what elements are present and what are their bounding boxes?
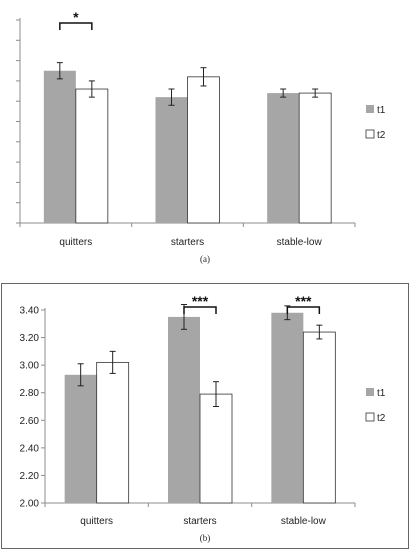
bar-t1-starters — [168, 316, 200, 503]
y-tick-label: 3.00 — [20, 361, 40, 372]
bar-t2-stable-low — [298, 92, 332, 224]
significance-bracket — [183, 306, 217, 314]
legend-swatch-t2 — [365, 412, 375, 422]
bar-t1-quitters — [43, 70, 76, 223]
legend-swatch-t1 — [366, 105, 374, 113]
category-label: stable-low — [281, 516, 327, 527]
bar-t1-quitters — [64, 374, 97, 503]
category-label: starters — [171, 237, 204, 248]
category-label: starters — [183, 516, 216, 527]
y-tick-label: 2.40 — [20, 443, 40, 454]
y-tick-label: 3.40 — [20, 306, 40, 317]
y-tick-label: 2.00 — [20, 499, 40, 510]
bar-t1-stable-low — [267, 93, 300, 223]
bar-t2-quitters — [96, 361, 130, 504]
bar-t1-starters — [155, 97, 188, 223]
legend-swatch-t2 — [365, 129, 375, 139]
legend-label-t2: t2 — [377, 413, 386, 424]
significance-label: * — [73, 9, 79, 25]
significance-label: *** — [295, 293, 312, 309]
y-tick-label: 2.60 — [20, 416, 40, 427]
significance-label: *** — [192, 293, 209, 309]
legend-label-t2: t2 — [377, 130, 386, 141]
bar-t2-stable-low — [302, 331, 336, 504]
legend-label-t1: t1 — [377, 105, 386, 116]
panel-b-frame — [1, 283, 409, 549]
bar-t2-starters — [199, 393, 233, 504]
category-label: stable-low — [277, 237, 323, 248]
legend-label-t1: t1 — [377, 388, 386, 399]
bar-t2-starters — [187, 76, 220, 224]
bar-t2-quitters — [75, 88, 109, 224]
y-tick-label: 2.80 — [20, 388, 40, 399]
legend-swatch-t1 — [366, 388, 374, 396]
bar-t1-stable-low — [271, 312, 304, 503]
y-tick-label: 2.20 — [20, 471, 40, 482]
panel-label: (a) — [200, 254, 210, 264]
significance-bracket — [286, 306, 321, 314]
panel-label: (b) — [200, 533, 211, 543]
significance-bracket — [59, 22, 93, 30]
y-tick-label: 3.20 — [20, 333, 40, 344]
category-label: quitters — [80, 516, 113, 527]
category-label: quitters — [59, 237, 92, 248]
